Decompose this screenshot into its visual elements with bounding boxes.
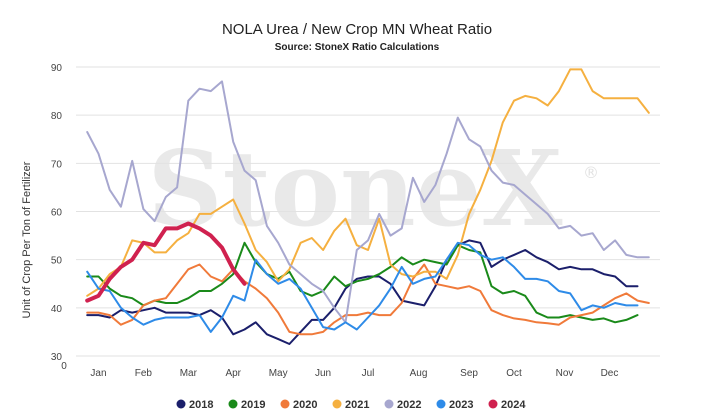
x-tick-label: Jan <box>90 368 106 379</box>
legend-label-2021[interactable]: 2021 <box>345 399 369 411</box>
series-line-2019 <box>86 241 639 324</box>
chart-title: NOLA Urea / New Crop MN Wheat Ratio <box>222 21 492 38</box>
series-line-2023 <box>86 241 639 333</box>
x-tick-label: Sep <box>460 368 478 379</box>
legend-label-2024[interactable]: 2024 <box>501 399 526 411</box>
legend: 2018 2019 2020 2021 2022 2023 2024 <box>176 399 526 411</box>
x-tick-label: Oct <box>506 368 522 379</box>
series-line-2021 <box>86 68 650 297</box>
stonex-watermark: StoneX <box>148 127 563 250</box>
legend-marker-2024 <box>488 399 498 409</box>
y-axis-label: Unit of Crop Per Ton of Fertilizer <box>21 161 33 318</box>
legend-label-2020[interactable]: 2020 <box>293 399 317 411</box>
x-tick-label: Jul <box>362 368 375 379</box>
y-tick-label: 40 <box>51 304 63 315</box>
y-tick-label: 60 <box>51 208 63 219</box>
legend-marker-2018 <box>176 399 186 409</box>
legend-marker-2021 <box>332 399 342 409</box>
legend-label-2023[interactable]: 2023 <box>449 399 473 411</box>
gridlines <box>76 66 660 357</box>
y-tick-label: 80 <box>51 111 63 122</box>
chart-subtitle: Source: StoneX Ratio Calculations <box>275 42 440 53</box>
y-tick-label: 50 <box>51 256 63 267</box>
x-tick-label: Aug <box>410 368 428 379</box>
legend-marker-2019 <box>228 399 238 409</box>
watermark-registered-mark: ® <box>583 163 599 182</box>
x-axis-ticks: 0 Jan Feb Mar Apr May Jun Jul Aug Sep Oct Nov Dec <box>61 361 618 379</box>
x-tick-label: Mar <box>180 368 198 379</box>
series-lines <box>85 68 650 345</box>
x-tick-label: Dec <box>601 368 619 379</box>
series-line-2022 <box>86 80 650 324</box>
y-axis-ticks: 30 40 50 60 70 80 90 <box>51 63 63 363</box>
x-tick-label: Jun <box>315 368 331 379</box>
series-line-2020 <box>86 263 650 336</box>
legend-marker-2020 <box>280 399 290 409</box>
legend-label-2022[interactable]: 2022 <box>397 399 421 411</box>
x-tick-label: Nov <box>556 368 574 379</box>
y-tick-label: 90 <box>51 63 63 74</box>
legend-label-2019[interactable]: 2019 <box>241 399 265 411</box>
x-zero-label: 0 <box>61 361 67 372</box>
legend-marker-2023 <box>436 399 446 409</box>
series-line-2018 <box>86 239 639 345</box>
y-tick-label: 30 <box>51 352 63 363</box>
legend-marker-2022 <box>384 399 394 409</box>
x-tick-label: Feb <box>135 368 153 379</box>
y-tick-label: 70 <box>51 159 63 170</box>
x-tick-label: Apr <box>225 368 241 379</box>
series-line-2024 <box>85 221 247 303</box>
x-tick-label: May <box>269 368 288 379</box>
legend-label-2018[interactable]: 2018 <box>189 399 213 411</box>
